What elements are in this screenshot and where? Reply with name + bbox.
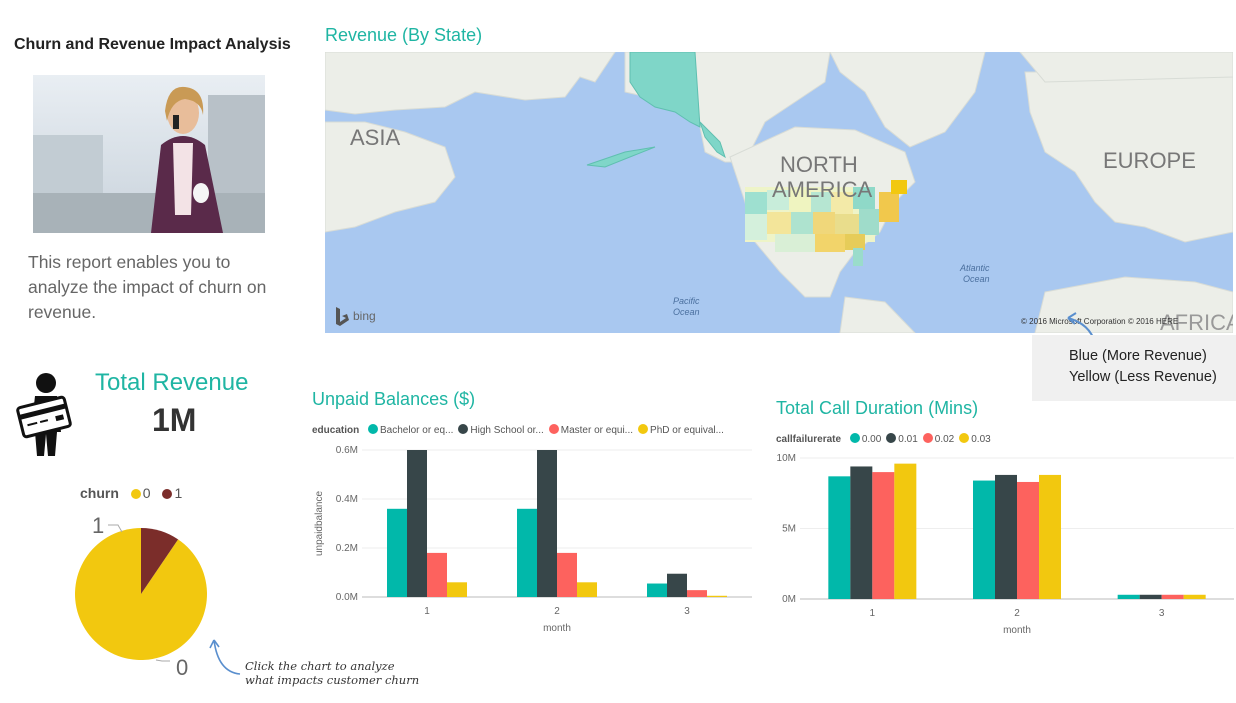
duration-x-tick: 3 [1159, 608, 1165, 619]
churn-pie-slice-0[interactable] [75, 528, 208, 660]
map-label-asia: ASIA [350, 125, 400, 150]
map-title: Revenue (By State) [325, 25, 483, 45]
unpaid-balances-title: Unpaid Balances ($) [312, 389, 476, 409]
churn-legend: churn 0 1 [80, 485, 190, 501]
unpaid-legend-title: education [312, 425, 360, 436]
churn-legend-item-0[interactable]: 0 [130, 485, 151, 501]
map-attribution: © 2016 Microsoft Corporation © 2016 HERE [1021, 317, 1178, 326]
duration-legend-item-0[interactable]: 0.00 [849, 433, 881, 445]
duration-bar[interactable] [1139, 594, 1162, 599]
duration-y-tick: 5M [782, 524, 796, 535]
duration-bar[interactable] [872, 472, 895, 599]
total-revenue-value: 1M [152, 402, 197, 438]
churn-pie-label-1: 1 [92, 513, 104, 538]
map-label-pacific-ocean: Ocean [673, 307, 700, 317]
report-title: Churn and Revenue Impact Analysis [14, 36, 291, 53]
unpaid-bar[interactable] [447, 582, 467, 597]
churn-legend-item-1[interactable]: 1 [162, 485, 182, 501]
duration-y-tick: 10M [777, 453, 796, 464]
unpaid-legend-item-3[interactable]: PhD or equival... [638, 424, 724, 436]
unpaid-bar[interactable] [537, 450, 557, 597]
unpaid-bar[interactable] [687, 590, 707, 597]
churn-hint-text: Click the chart to analyze what impacts … [245, 659, 420, 687]
map-label-pacific: Pacific [673, 296, 700, 306]
unpaid-bar[interactable] [707, 595, 727, 597]
duration-x-tick: 2 [1014, 608, 1020, 619]
map-label-america: AMERICA [772, 177, 873, 202]
bing-logo-text: bing [353, 309, 376, 323]
unpaid-legend-item-2[interactable]: Master or equi... [548, 424, 633, 436]
duration-legend-item-2[interactable]: 0.02 [922, 433, 954, 445]
unpaid-y-tick: 0.0M [336, 592, 358, 603]
unpaid-legend-item-0[interactable]: Bachelor or eq... [368, 424, 453, 436]
legend-note-line-1: Blue (More Revenue) [1069, 348, 1207, 364]
bing-logo-icon [336, 307, 349, 326]
duration-x-tick: 1 [870, 608, 876, 619]
duration-bar[interactable] [1039, 474, 1061, 599]
duration-bar[interactable] [995, 474, 1017, 599]
map-color-legend-note: Blue (More Revenue) Yellow (Less Revenue… [1032, 335, 1236, 401]
unpaid-balances-bar-chart[interactable]: 0.6M 0.4M 0.2M 0.0M 1 2 3 month unpaidbalance [300, 440, 760, 640]
hint-arrow-icon [209, 639, 241, 675]
duration-legend-item-3[interactable]: 0.03 [959, 433, 991, 445]
unpaid-legend: education Bachelor or eq... High School o… [312, 424, 729, 436]
report-description: This report enables you to analyze the i… [28, 252, 267, 322]
duration-bar[interactable] [828, 476, 851, 599]
churn-pie-label-0: 0 [176, 655, 188, 680]
unpaid-x-tick: 3 [684, 606, 690, 617]
call-duration-bar-chart[interactable]: 10M 5M 0M 1 2 3 month [770, 448, 1236, 648]
duration-legend-title: callfailurerate [776, 434, 842, 445]
unpaid-y-axis-label: unpaidbalance [314, 491, 325, 556]
churn-legend-title: churn [80, 485, 119, 501]
unpaid-legend-item-1[interactable]: High School or... [458, 424, 544, 436]
duration-bar[interactable] [973, 480, 995, 599]
revenue-map[interactable]: ASIA NORTH AMERICA EUROPE AFRICA Atlanti… [325, 52, 1233, 333]
woman-on-phone-photo [33, 75, 265, 233]
duration-y-tick: 0M [782, 594, 796, 605]
duration-bar[interactable] [1017, 481, 1039, 599]
unpaid-y-tick: 0.2M [336, 543, 358, 554]
map-label-north: NORTH [780, 152, 858, 177]
unpaid-bar[interactable] [667, 573, 687, 597]
map-label-atlantic: Atlantic [959, 263, 990, 273]
unpaid-bar[interactable] [407, 450, 427, 597]
map-label-europe: EUROPE [1103, 148, 1196, 173]
unpaid-x-tick: 2 [554, 606, 560, 617]
churn-pie-slice-1[interactable] [141, 528, 179, 594]
unpaid-bar[interactable] [517, 508, 537, 597]
map-label-africa: AFRICA [1160, 310, 1233, 333]
unpaid-y-tick: 0.6M [336, 445, 358, 456]
duration-legend: callfailurerate 0.00 0.01 0.02 0.03 [776, 433, 996, 445]
total-revenue-title: Total Revenue [95, 369, 249, 396]
duration-bar[interactable] [1117, 594, 1140, 599]
duration-bar[interactable] [1183, 594, 1206, 599]
duration-bar[interactable] [1161, 594, 1184, 599]
unpaid-y-tick: 0.4M [336, 494, 358, 505]
call-duration-title: Total Call Duration (Mins) [776, 398, 979, 418]
unpaid-bar[interactable] [647, 583, 667, 597]
map-label-atlantic-ocean: Ocean [963, 274, 990, 284]
unpaid-bar[interactable] [557, 552, 577, 597]
unpaid-bar[interactable] [387, 508, 407, 597]
duration-x-axis-label: month [1003, 625, 1031, 636]
duration-legend-item-1[interactable]: 0.01 [886, 433, 918, 445]
unpaid-bar[interactable] [427, 552, 447, 597]
duration-bar[interactable] [894, 463, 917, 599]
person-with-credit-card-icon [15, 372, 73, 458]
legend-note-line-2: Yellow (Less Revenue) [1069, 369, 1217, 385]
unpaid-x-tick: 1 [424, 606, 430, 617]
unpaid-x-axis-label: month [543, 623, 571, 634]
duration-bar[interactable] [850, 466, 873, 599]
unpaid-bar[interactable] [577, 582, 597, 597]
